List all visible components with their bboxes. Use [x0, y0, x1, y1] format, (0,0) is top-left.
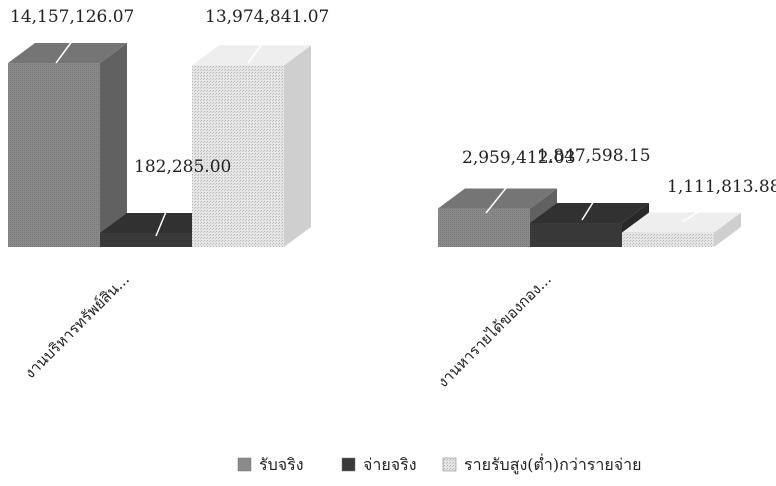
bar-1-2: [622, 212, 741, 247]
bar-top: [192, 45, 311, 66]
leader-line: [247, 32, 271, 64]
data-label: 13,974,841.07: [205, 7, 329, 27]
legend-item: รายรับสูง(ต่ำ)กว่ารายจ่าย: [442, 453, 641, 475]
bar-0-0: [8, 43, 127, 247]
legend-label: รายรับสูง(ต่ำ)กว่ารายจ่าย: [464, 453, 641, 475]
legend-item: รับจริง: [237, 455, 304, 474]
leader-line: [681, 199, 719, 223]
leader-line: [485, 172, 519, 214]
legend-label: จ่ายจริง: [363, 455, 417, 474]
legend-item: จ่ายจริง: [341, 455, 417, 474]
legend: รับจริง จ่ายจริง รายรับสูง(ต่ำ)กว่ารายจ่าย: [237, 453, 641, 475]
data-label: 1,847,598.15: [537, 146, 651, 166]
category-labels-layer: งานบริหารทรัพย์สิน... งานหารายได้ของกอง..…: [21, 270, 555, 391]
legend-swatch: [442, 457, 457, 472]
bar-top: [8, 43, 127, 63]
data-label: 182,285.00: [134, 157, 231, 177]
bar-top: [530, 202, 649, 223]
bar-front: [622, 232, 714, 247]
bar-texture: [100, 233, 192, 247]
data-label: 1,111,813.88: [667, 177, 776, 197]
leader-line: [581, 171, 613, 221]
data-labels-layer: 14,157,126.07 182,285.00 13,974,841.07 2,95…: [10, 7, 776, 237]
category-label: งานหารายได้ของกอง...: [434, 270, 555, 391]
data-label: 14,157,126.07: [10, 7, 134, 27]
bar-texture: [530, 222, 622, 247]
bar-texture: [8, 63, 100, 247]
bar-side: [714, 212, 741, 247]
bar-0-2: [192, 45, 311, 247]
bar-1-1: [530, 202, 649, 247]
bar-front: [192, 65, 284, 247]
bars-layer: [8, 43, 741, 247]
leader-line: [155, 177, 181, 237]
bar-side: [100, 43, 127, 247]
leader-line: [55, 32, 79, 64]
data-label: 2,959,412.03: [462, 148, 576, 168]
legend-swatch: [341, 457, 356, 472]
legend-label: รับจริง: [259, 455, 304, 474]
legend-swatch: [237, 457, 252, 472]
bar-texture: [438, 208, 530, 247]
bar-side: [284, 45, 311, 247]
bar-top: [100, 213, 219, 233]
bar-top: [622, 212, 741, 233]
category-label: งานบริหารทรัพย์สิน...: [21, 270, 133, 382]
